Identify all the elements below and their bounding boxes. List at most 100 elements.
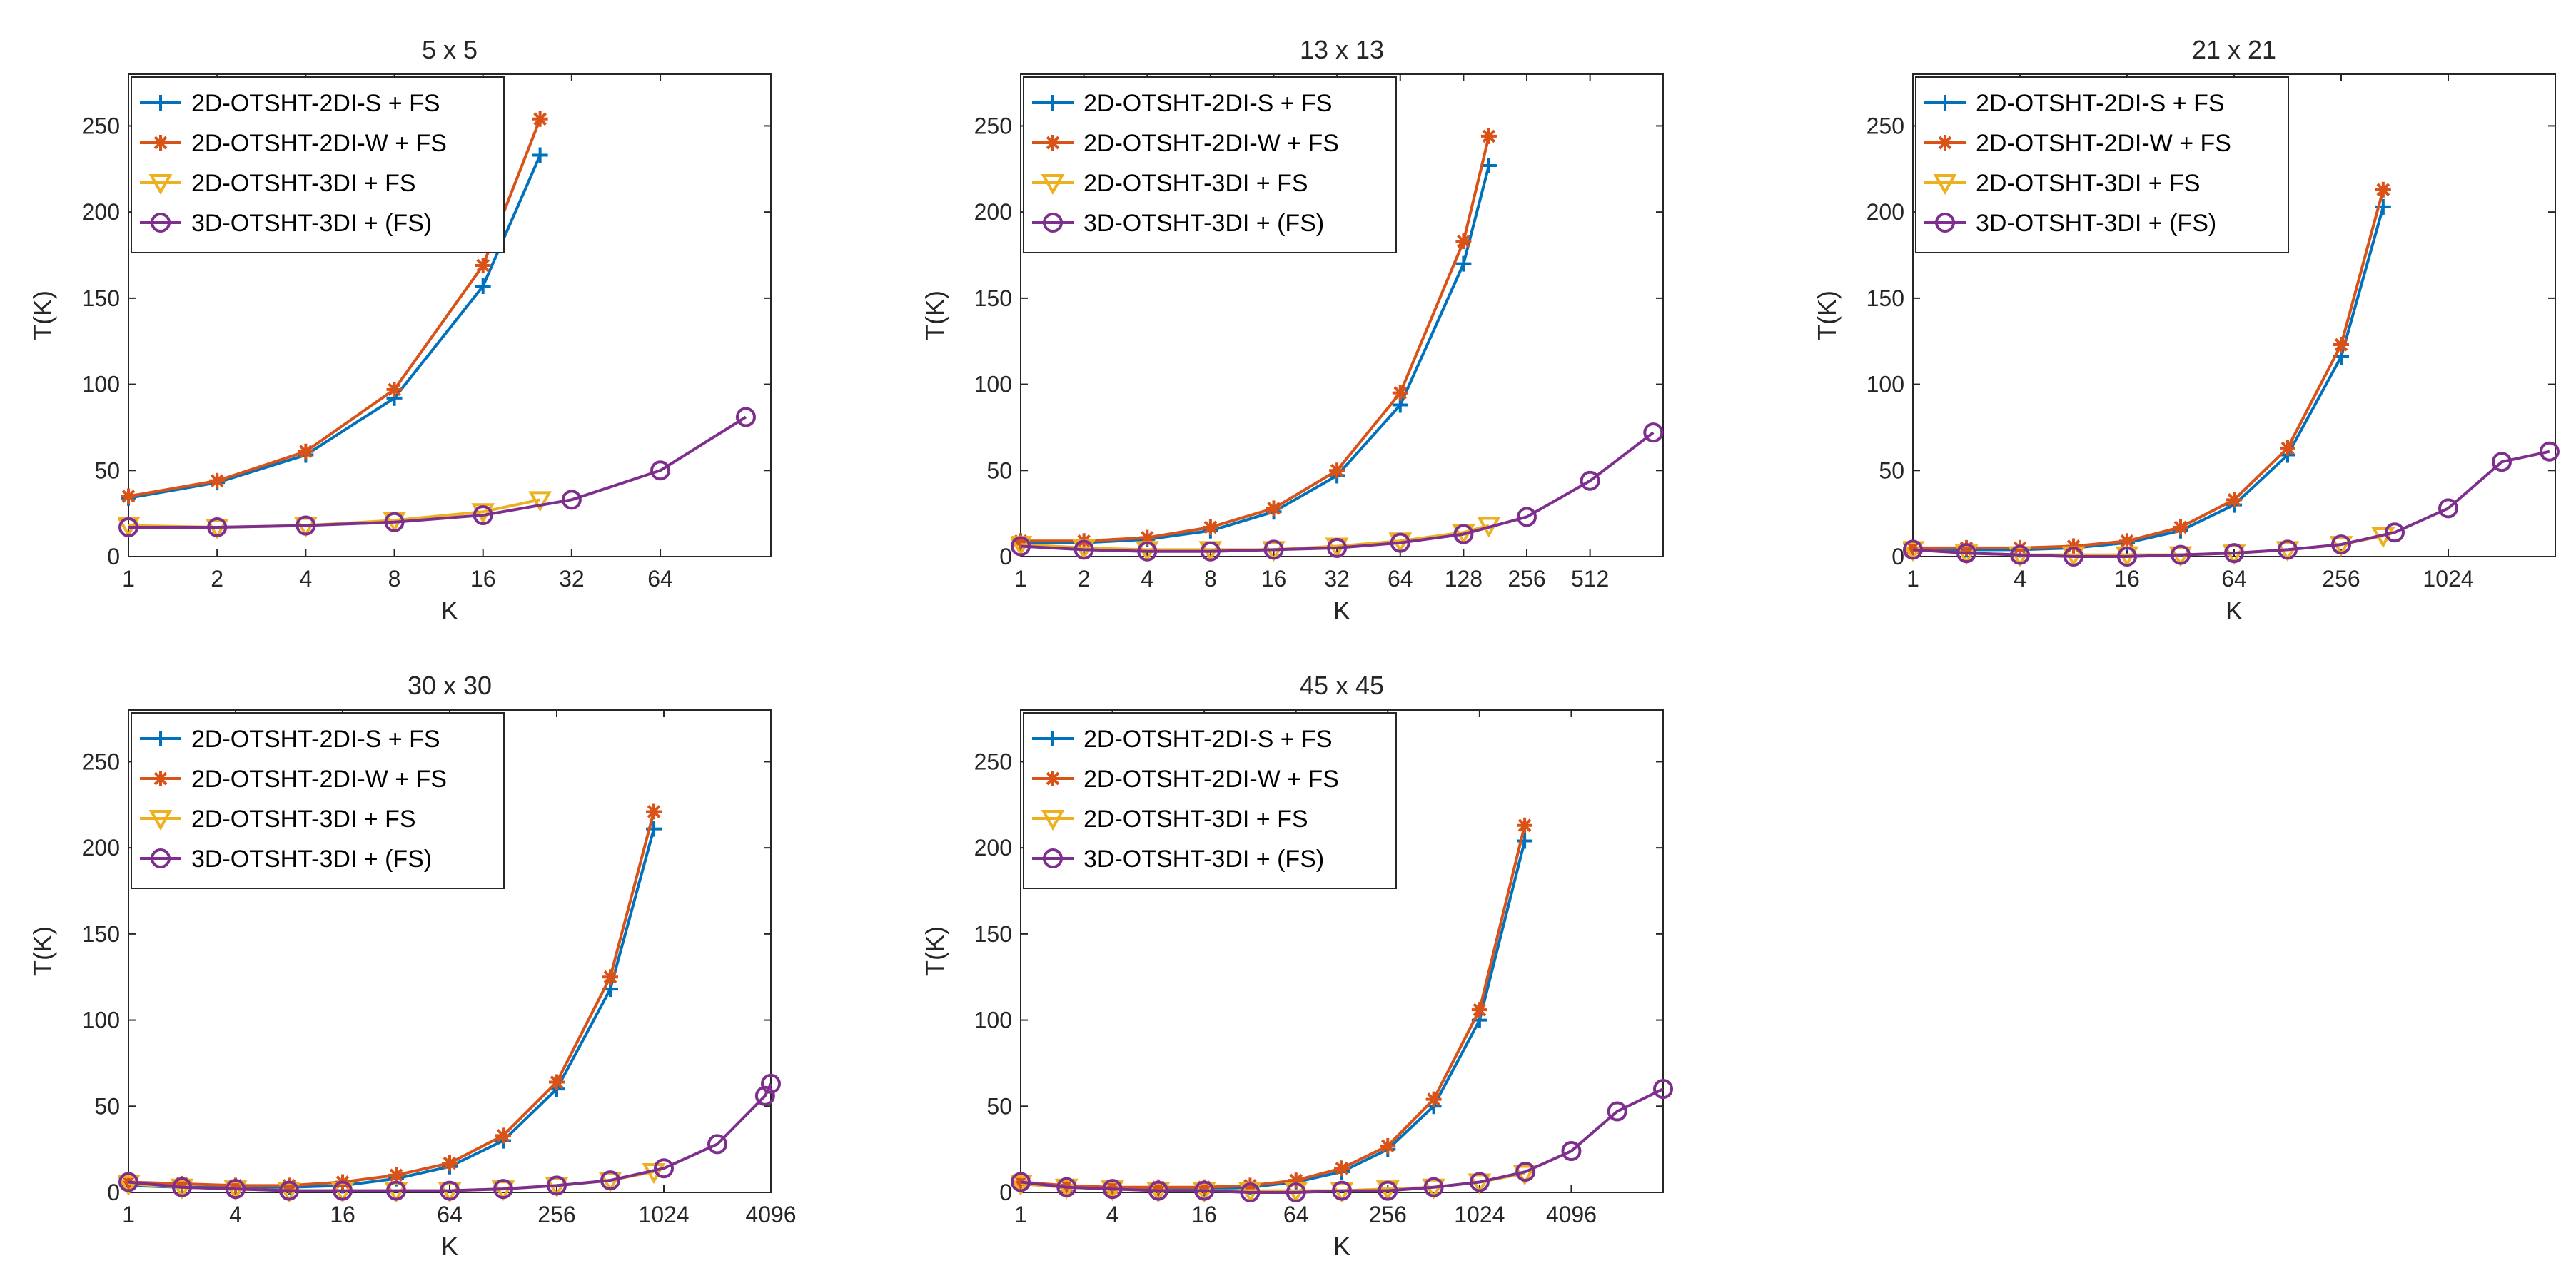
data-point	[207, 517, 228, 537]
x-tick-label: 4096	[745, 1202, 796, 1227]
data-point	[495, 1127, 511, 1144]
data-point	[600, 1170, 620, 1191]
legend-marker	[1041, 174, 1065, 196]
chart-title: 21 x 21	[2192, 35, 2276, 64]
y-axis-label: T(K)	[28, 926, 57, 976]
legend: 2D-OTSHT-2DI-S + FS 2D-OTSHT-2DI-W + FS 2D…	[1023, 712, 1397, 889]
series-4	[1011, 422, 1664, 562]
data-point	[1196, 1179, 1213, 1195]
x-tick-label: 4	[1141, 566, 1153, 592]
data-point	[1512, 1165, 1537, 1186]
x-tick-label: 128	[1445, 566, 1483, 592]
y-tick-label: 50	[94, 457, 120, 483]
data-point	[475, 257, 491, 273]
x-axis-label: K	[441, 1232, 458, 1261]
x-tick-label: 32	[559, 566, 585, 592]
legend-entry: 3D-OTSHT-3DI + (FS)	[191, 210, 432, 237]
data-point	[1480, 128, 1497, 144]
legend-marker	[1937, 95, 1953, 111]
data-point	[1423, 1177, 1444, 1197]
data-point	[2117, 547, 2137, 567]
series-line	[1020, 431, 1655, 553]
legend-box	[1023, 76, 1397, 253]
x-tick-label: 4	[1106, 1202, 1119, 1227]
y-tick-label: 0	[999, 544, 1012, 569]
legend-entry: 3D-OTSHT-3DI + (FS)	[1084, 210, 1324, 237]
y-tick-label: 150	[974, 285, 1012, 311]
data-point	[1455, 233, 1472, 250]
y-tick-label: 0	[999, 1180, 1012, 1205]
data-point	[1056, 1177, 1077, 1197]
series-line	[128, 154, 542, 500]
data-point	[1561, 1141, 1582, 1162]
data-point	[471, 503, 495, 524]
data-point	[707, 1134, 727, 1155]
data-point	[1905, 539, 1921, 556]
data-point	[1607, 1101, 1627, 1122]
x-tick-label: 256	[537, 1202, 575, 1227]
x-tick-label: 64	[437, 1202, 463, 1227]
y-tick-label: 100	[974, 372, 1012, 397]
x-tick-label: 4	[229, 1202, 242, 1227]
y-tick-label: 200	[82, 199, 120, 225]
y-tick-label: 50	[986, 1093, 1012, 1119]
y-tick-label: 150	[1867, 285, 1904, 311]
data-point	[281, 1177, 297, 1194]
y-tick-label: 50	[986, 457, 1012, 483]
legend-box	[1915, 76, 2289, 253]
legend-entry: 3D-OTSHT-3DI + (FS)	[191, 846, 432, 873]
data-point	[646, 803, 662, 820]
chart-panel-3: 21 x 21 1 4 16 64 256 1024 0 50 100 150 200 250 K T(K)…	[1812, 35, 2560, 625]
data-point	[1515, 1162, 1536, 1182]
data-point	[1517, 817, 1533, 833]
legend-entry: 2D-OTSHT-2DI-W + FS	[1976, 130, 2231, 157]
legend-entry: 2D-OTSHT-3DI + FS	[1084, 170, 1308, 197]
x-tick-label: 1	[122, 566, 135, 592]
data-point	[1334, 1160, 1350, 1177]
x-tick-label: 16	[2114, 566, 2140, 592]
x-tick-label: 1024	[638, 1202, 689, 1227]
data-point	[1453, 524, 1474, 544]
x-tick-label: 4	[2014, 566, 2026, 592]
legend-marker	[153, 731, 168, 746]
legend-entry: 2D-OTSHT-2DI-S + FS	[1976, 90, 2225, 117]
data-point	[1194, 1180, 1215, 1201]
data-point	[602, 969, 618, 985]
legend-marker	[153, 135, 168, 151]
legend-entry: 3D-OTSHT-3DI + (FS)	[1976, 210, 2216, 237]
y-tick-label: 0	[107, 1180, 120, 1205]
data-point	[2333, 337, 2349, 353]
series-layer	[118, 111, 756, 540]
legend-marker	[148, 810, 173, 831]
data-point	[2492, 452, 2512, 472]
data-point	[754, 1085, 775, 1106]
data-point	[1240, 1182, 1261, 1202]
data-point	[384, 512, 405, 532]
chart-panel-4: 30 x 30 1 4 16 64 256 1024 4096 0 50 100 150 200 250 K…	[28, 671, 797, 1261]
data-point	[228, 1177, 243, 1194]
data-point	[174, 1175, 190, 1192]
legend-marker	[1045, 135, 1061, 151]
x-tick-label: 4	[299, 566, 312, 592]
x-tick-label: 64	[1388, 566, 1413, 592]
data-point	[2280, 440, 2295, 456]
data-point	[279, 1180, 299, 1201]
legend-entry: 2D-OTSHT-3DI + FS	[1084, 806, 1308, 833]
data-point	[1200, 541, 1221, 562]
legend-entry: 2D-OTSHT-3DI + FS	[191, 170, 416, 197]
legend-box	[1023, 712, 1397, 889]
x-tick-label: 1024	[2423, 566, 2473, 592]
data-point	[2278, 539, 2298, 560]
data-point	[1104, 1179, 1121, 1195]
series-line	[1913, 206, 2385, 552]
series-line	[1912, 450, 2550, 558]
data-point	[333, 1180, 353, 1201]
y-tick-label: 100	[1867, 372, 1904, 397]
data-point	[2224, 543, 2244, 564]
legend-entry: 2D-OTSHT-2DI-S + FS	[1084, 90, 1333, 117]
x-tick-label: 1024	[1454, 1202, 1505, 1227]
data-point	[1332, 1180, 1352, 1201]
legend-marker	[148, 174, 173, 196]
y-tick-label: 100	[82, 372, 120, 397]
data-point	[118, 517, 138, 537]
